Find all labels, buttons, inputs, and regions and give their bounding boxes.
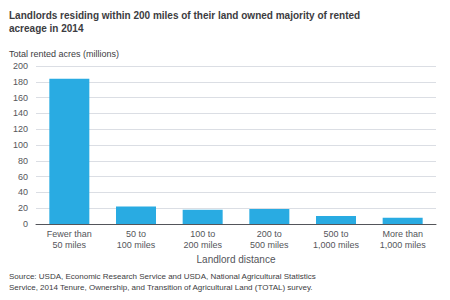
- svg-text:20: 20: [18, 203, 28, 213]
- svg-text:acreage in 2014: acreage in 2014: [9, 23, 84, 34]
- svg-text:100: 100: [13, 140, 28, 150]
- svg-text:Fewer than: Fewer than: [47, 229, 92, 239]
- svg-text:180: 180: [13, 77, 28, 87]
- svg-text:200 miles: 200 miles: [183, 240, 222, 250]
- svg-text:Landlords residing within 200: Landlords residing within 200 miles of t…: [9, 10, 360, 21]
- svg-text:More than: More than: [382, 229, 423, 239]
- svg-text:1,000 miles: 1,000 miles: [380, 240, 427, 250]
- svg-text:160: 160: [13, 93, 28, 103]
- svg-text:Landlord distance: Landlord distance: [197, 254, 276, 265]
- svg-text:100 to: 100 to: [190, 229, 215, 239]
- svg-text:500 miles: 500 miles: [250, 240, 289, 250]
- svg-text:500 to: 500 to: [323, 229, 348, 239]
- svg-text:1,000 miles: 1,000 miles: [313, 240, 360, 250]
- svg-text:50 miles: 50 miles: [53, 240, 87, 250]
- svg-text:120: 120: [13, 124, 28, 134]
- svg-text:200 to: 200 to: [257, 229, 282, 239]
- svg-text:140: 140: [13, 108, 28, 118]
- svg-text:60: 60: [18, 172, 28, 182]
- svg-text:0: 0: [23, 219, 28, 229]
- svg-text:Total rented acres (millions): Total rented acres (millions): [9, 49, 119, 59]
- svg-text:80: 80: [18, 156, 28, 166]
- svg-text:40: 40: [18, 187, 28, 197]
- svg-text:Source: USDA, Economic Researc: Source: USDA, Economic Research Service …: [9, 272, 316, 281]
- svg-text:50 to: 50 to: [126, 229, 146, 239]
- svg-text:100 miles: 100 miles: [117, 240, 156, 250]
- svg-text:200: 200: [13, 61, 28, 71]
- svg-text:Service, 2014 Tenure, Ownershi: Service, 2014 Tenure, Ownership, and Tra…: [9, 283, 313, 292]
